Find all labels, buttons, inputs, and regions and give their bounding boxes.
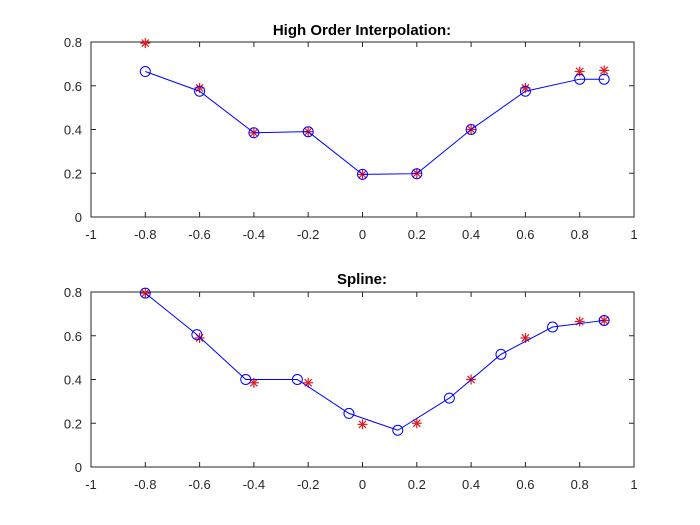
x-tick-label: 0.2 [408, 477, 426, 492]
y-tick-label: 0.4 [64, 123, 82, 138]
axes-frame [90, 41, 635, 218]
subplot-spline: Spline: -1 -0.8 -0.6 -0.4 -0.2 0 0.2 0.4 0.6 0.8 1… [64, 271, 638, 492]
x-tick-label: 0.6 [516, 477, 534, 492]
x-tick-label: -0.6 [188, 477, 210, 492]
x-tick-label: -1 [85, 227, 97, 242]
circle-marker [465, 124, 477, 135]
subplot-high-order-interpolation: High Order Interpolation: -1 -0.8 -0.6 -0.4… [64, 22, 638, 242]
star-marker [599, 65, 610, 76]
circle-marker [139, 287, 151, 299]
x-tick-label: -0.8 [134, 227, 156, 242]
axes-frame [90, 291, 635, 468]
x-tick-label: 0.4 [462, 227, 480, 242]
y-tick-label: 0.6 [64, 329, 82, 344]
x-tick-label: 0.8 [571, 477, 589, 492]
star-marker [574, 66, 585, 77]
y-tick-label: 0.2 [64, 416, 82, 431]
x-tick-label: 0.4 [462, 477, 480, 492]
y-tick-label: 0.8 [64, 285, 82, 300]
y-tick-label: 0 [75, 210, 82, 225]
star-marker [411, 418, 422, 429]
circle-marker [598, 73, 610, 85]
circle-marker [194, 85, 206, 97]
circle-marker [343, 407, 355, 419]
circle-marker [495, 348, 507, 360]
circle-marker [248, 127, 260, 139]
circle-marker [598, 314, 610, 326]
series-line-circle-markers [139, 287, 610, 436]
series-line-circle-markers [139, 66, 610, 180]
y-tick-label: 0.4 [64, 373, 82, 388]
x-tick-label: -0.8 [134, 477, 156, 492]
y-tick-label: 0.8 [64, 35, 82, 50]
chart-title: Spline: [337, 271, 387, 288]
x-tick-label: 0.8 [571, 227, 589, 242]
star-marker [357, 419, 368, 430]
y-tick-label: 0.6 [64, 79, 82, 94]
x-tick-label: 0.2 [408, 227, 426, 242]
chart-title: High Order Interpolation: [273, 22, 451, 39]
y-tick-label: 0 [75, 460, 82, 475]
x-tick-label: 0.6 [516, 227, 534, 242]
circle-marker [357, 168, 368, 180]
x-tick-label: -0.4 [243, 477, 265, 492]
circle-marker [411, 168, 423, 180]
circle-marker [139, 66, 151, 78]
circle-marker [547, 321, 559, 333]
circle-marker [240, 374, 252, 385]
series-line [144, 292, 605, 431]
star-marker [248, 377, 259, 388]
x-tick-label: 0 [359, 227, 366, 242]
circle-marker [392, 424, 404, 436]
x-tick-label: 1 [630, 477, 637, 492]
x-tick-label: -0.2 [297, 477, 319, 492]
y-tick-label: 0.2 [64, 166, 82, 181]
x-tick-label: -1 [85, 477, 97, 492]
circle-marker [291, 374, 303, 385]
star-marker [574, 316, 585, 327]
x-tick-label: -0.6 [188, 227, 210, 242]
circle-marker [574, 73, 586, 85]
x-tick-label: -0.2 [297, 227, 319, 242]
x-tick-label: -0.4 [243, 227, 265, 242]
x-tick-label: 1 [630, 227, 637, 242]
circle-marker [443, 392, 455, 404]
circle-marker [302, 126, 314, 138]
circle-marker [191, 329, 203, 341]
x-tick-label: 0 [359, 477, 366, 492]
star-marker [140, 38, 151, 49]
series-line [145, 71, 605, 175]
circle-marker [519, 85, 531, 97]
